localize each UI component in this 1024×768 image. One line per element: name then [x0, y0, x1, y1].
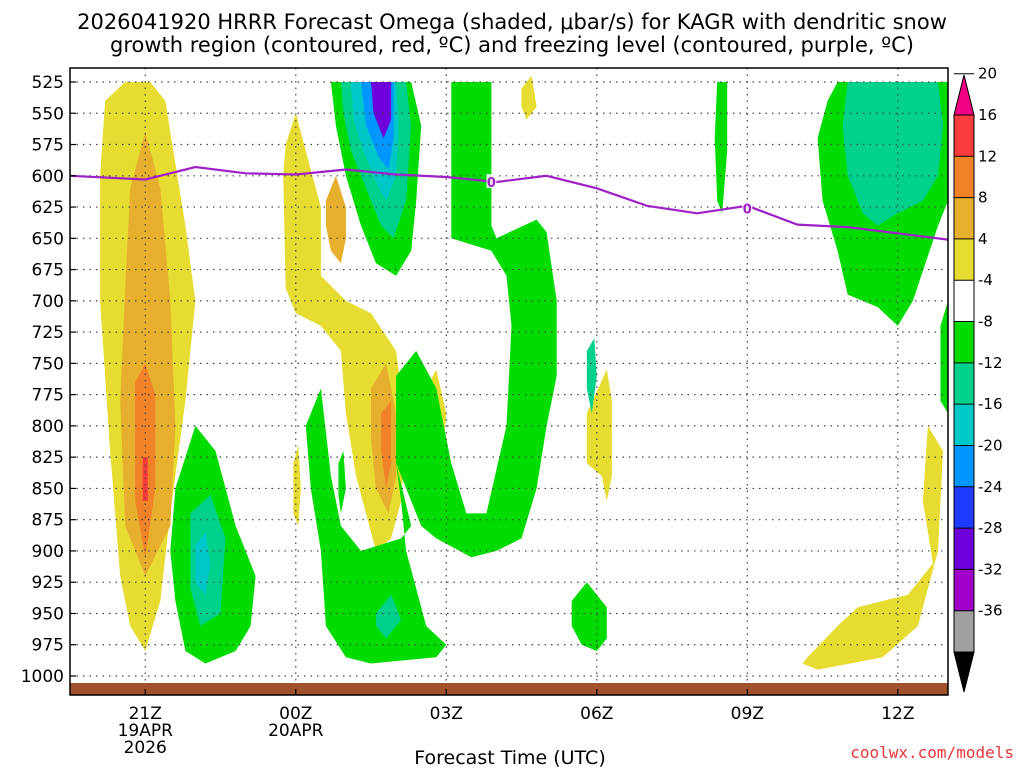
y-tick-label: 675: [32, 261, 64, 281]
y-tick-label: 700: [32, 292, 64, 312]
colorbar-swatch: [954, 115, 974, 157]
x-axis-label: Forecast Time (UTC): [414, 747, 605, 768]
omega-region-20: [842, 82, 943, 226]
y-tick-label: 750: [32, 354, 64, 374]
plot-frame: [69, 67, 949, 696]
x-tick-label: 09Z: [731, 704, 764, 724]
x-tick-label: 03Z: [430, 704, 463, 724]
freezing-level-contour: 00: [70, 165, 948, 241]
omega-region-17: [571, 582, 607, 651]
colorbar-label: -28: [978, 519, 1003, 537]
omega-region-11: [521, 75, 537, 120]
colorbar-label: 8: [978, 189, 988, 207]
freezing-level-label: 0: [487, 176, 496, 191]
y-tick-label: 525: [32, 73, 64, 93]
colorbar-swatch: [954, 569, 974, 611]
y-tick-label: 950: [32, 604, 64, 624]
colorbar-label: -4: [978, 271, 993, 289]
colorbar-label: -32: [978, 560, 1003, 578]
y-tick-label: 825: [32, 448, 64, 468]
colorbar-swatch: [954, 280, 974, 322]
colorbar-swatch: [954, 362, 974, 405]
credit-text: coolwx.com/models: [850, 743, 1014, 762]
colorbar-label: -24: [978, 478, 1003, 496]
y-tick-label: 1000: [21, 667, 64, 687]
colorbar-high-triangle: [953, 74, 975, 116]
y-tick-label: 800: [32, 417, 64, 437]
omega-region-29: [586, 338, 597, 414]
x-tick-label: 19APR: [118, 721, 174, 741]
colorbar-swatch: [954, 238, 974, 281]
colorbar: -36 -32 -28 -24 -20 -16 -12 -8 -4 4 8 12 16 20: [953, 65, 1003, 693]
freezing-label-bg: [742, 200, 753, 215]
y-tick-label: 650: [32, 229, 64, 249]
x-tick-label: 20APR: [268, 721, 324, 741]
y-tick-label: 725: [32, 323, 64, 343]
colorbar-swatch: [954, 486, 974, 529]
omega-region-13: [305, 82, 557, 664]
colorbar-label: -8: [978, 313, 993, 331]
colorbar-swatch: [954, 528, 974, 570]
y-tick-label: 775: [32, 386, 64, 406]
y-tick-label: 900: [32, 542, 64, 562]
y-tick-label: 600: [32, 167, 64, 187]
colorbar-label: -12: [978, 354, 1003, 372]
omega-region-26: [371, 82, 392, 139]
omega-region-12: [802, 425, 943, 670]
colorbar-low-triangle: [953, 651, 975, 693]
ground-surface: [70, 683, 948, 695]
x-tick-label: 21Z: [129, 704, 162, 724]
y-tick-label: 975: [32, 636, 64, 656]
y-tick-label: 875: [32, 511, 64, 531]
omega-region-1: [120, 132, 176, 576]
colorbar-label: 4: [978, 230, 988, 248]
colorbar-label: 12: [978, 147, 997, 165]
omega-region-28: [338, 450, 346, 514]
x-tick-label: 2026: [124, 738, 167, 758]
colorbar-label: 20: [978, 65, 997, 83]
y-axis: 525 550 575 600 625 650 675 700 725 750 775 800 825 8…: [21, 73, 76, 687]
y-tick-label: 925: [32, 573, 64, 593]
omega-shading: [100, 75, 948, 670]
omega-region-3: [142, 457, 148, 501]
freezing-label-bg: [486, 174, 497, 189]
x-tick-label: 12Z: [881, 704, 914, 724]
colorbar-label: -20: [978, 436, 1003, 454]
omega-region-27: [376, 594, 402, 639]
omega-region-21: [940, 300, 948, 414]
x-tick-label: 06Z: [580, 704, 613, 724]
colorbar-label: 16: [978, 106, 997, 124]
plot-grid: [70, 68, 948, 695]
colorbar-swatch: [954, 610, 974, 652]
x-tick-label: 00Z: [279, 704, 312, 724]
freezing-level-label: 0: [743, 202, 752, 217]
freezing-level-line: [70, 165, 948, 241]
plot-area: 00: [69, 67, 949, 696]
colorbar-swatch: [954, 156, 974, 198]
colorbar-label: -36: [978, 602, 1003, 620]
chart-title-line1: 2026041920 HRRR Forecast Omega (shaded, …: [77, 10, 947, 34]
colorbar-label: -16: [978, 395, 1003, 413]
y-tick-label: 850: [32, 479, 64, 499]
y-tick-label: 550: [32, 104, 64, 124]
y-tick-label: 625: [32, 198, 64, 218]
omega-region-16: [195, 532, 211, 595]
omega-region-5: [325, 175, 346, 264]
colorbar-swatch: [954, 445, 974, 487]
chart-title-line2: growth region (contoured, red, ºC) and f…: [110, 33, 914, 57]
y-tick-label: 575: [32, 136, 64, 156]
colorbar-swatch: [954, 321, 974, 363]
omega-region-18: [714, 82, 728, 214]
colorbar-swatch: [954, 404, 974, 446]
omega-region-7: [381, 400, 392, 489]
colorbar-swatch: [954, 197, 974, 239]
